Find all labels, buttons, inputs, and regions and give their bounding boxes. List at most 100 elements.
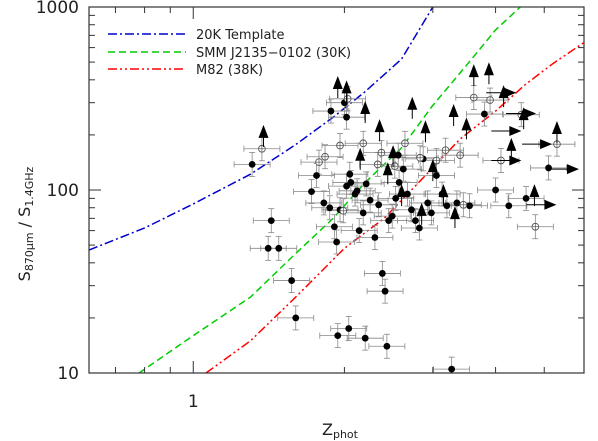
axis-ticks: 10 100 1000 1: [36, 0, 584, 412]
filled-point: [427, 209, 435, 217]
filled-point: [381, 287, 389, 295]
redshift-limit-arrow: [566, 164, 579, 175]
y-tick-label: 100: [47, 181, 79, 201]
y-tick-label: 10: [57, 364, 79, 384]
legend-label-1: 20K Template: [196, 28, 285, 43]
filled-point: [359, 209, 367, 217]
filled-point: [366, 196, 374, 204]
y-axis-label-main: S: [15, 271, 34, 281]
x-tick-label: 1: [188, 392, 199, 412]
filled-point: [433, 172, 440, 179]
upper-limit-arrow: [258, 124, 269, 138]
x-axis-label-main: Z: [322, 420, 333, 439]
filled-point: [505, 202, 513, 210]
filled-point: [355, 227, 363, 234]
filled-point: [545, 164, 552, 172]
filled-point: [378, 270, 386, 277]
filled-point: [362, 180, 370, 188]
filled-point: [343, 113, 350, 121]
x-axis-label-sub: phot: [333, 428, 359, 441]
filled-point: [492, 186, 499, 194]
filled-point: [448, 365, 456, 373]
upper-limit-arrow: [382, 162, 393, 176]
upper-limit-arrow: [332, 76, 343, 90]
redshift-limit-arrow: [504, 87, 517, 98]
filled-point: [399, 165, 407, 173]
filled-point: [264, 244, 272, 252]
upper-limit-arrow: [396, 184, 407, 198]
redshift-limit-arrow: [544, 199, 557, 210]
y-axis-label: S870μm / S1.4GHz: [15, 166, 36, 281]
filled-point: [371, 234, 379, 241]
filled-point: [383, 342, 391, 350]
filled-point: [308, 188, 315, 196]
redshift-limit-arrow: [540, 139, 553, 150]
upper-limit-arrow: [341, 80, 352, 94]
upper-limit-arrow: [468, 64, 479, 78]
upper-limit-arrow: [388, 145, 399, 159]
legend: 20K Template SMM J2135−0102 (30K) M82 (3…: [108, 28, 351, 78]
x-axis-label: Zphot: [322, 420, 359, 441]
filled-point: [453, 199, 461, 207]
legend-entry-3: M82 (38K): [108, 63, 263, 78]
filled-point: [288, 277, 296, 284]
upper-limit-arrow: [448, 104, 459, 118]
upper-limit-arrow: [449, 206, 460, 220]
filled-point: [313, 172, 320, 179]
filled-point: [327, 107, 335, 115]
upper-limit-arrow: [506, 137, 517, 151]
filled-point: [466, 202, 473, 210]
filled-point: [408, 206, 415, 214]
filled-point: [347, 179, 355, 186]
data-markers: [248, 62, 579, 373]
upper-limit-arrow: [483, 62, 494, 76]
filled-point: [320, 199, 328, 207]
filled-point: [326, 204, 334, 212]
upper-limit-arrow: [416, 202, 427, 216]
filled-point: [330, 223, 338, 231]
filled-point: [424, 199, 432, 207]
filled-point: [346, 170, 354, 178]
y-axis-label-sub2: 1.4GHz: [23, 166, 36, 206]
upper-limit-arrow: [407, 96, 418, 110]
curve-1: [89, 7, 434, 251]
filled-point: [353, 187, 361, 195]
upper-limit-arrow: [360, 101, 371, 115]
upper-limit-arrow: [438, 184, 449, 198]
curve-3: [205, 41, 584, 373]
filled-point: [334, 332, 342, 340]
filled-point: [267, 217, 275, 225]
legend-label-3: M82 (38K): [196, 63, 263, 78]
filled-point: [395, 179, 403, 186]
filled-point: [388, 212, 396, 220]
y-tick-label: 1000: [36, 0, 79, 18]
filled-point: [275, 244, 283, 252]
filled-point: [443, 202, 451, 210]
upper-limit-arrow: [427, 159, 438, 173]
upper-limit-arrow: [420, 120, 431, 134]
y-axis-label-sub1: 870μm: [23, 232, 36, 271]
legend-label-2: SMM J2135−0102 (30K): [196, 46, 351, 61]
filled-point: [333, 238, 341, 246]
upper-limit-arrow: [461, 117, 472, 131]
legend-entry-1: 20K Template: [108, 28, 285, 43]
redshift-limit-arrow: [509, 126, 522, 137]
filled-point: [361, 334, 369, 342]
filled-point: [415, 224, 423, 232]
y-axis-label-sep: /: [15, 217, 34, 233]
upper-limit-arrow: [355, 147, 366, 161]
redshift-limit-arrow: [524, 108, 537, 119]
redshift-limit-arrow: [509, 155, 522, 166]
upper-limit-arrow: [551, 121, 562, 135]
legend-entry-2: SMM J2135−0102 (30K): [108, 46, 351, 61]
filled-point: [522, 194, 530, 202]
filled-point: [248, 161, 256, 168]
filled-point: [375, 201, 383, 209]
filled-point: [480, 110, 488, 118]
upper-limit-arrow: [374, 119, 385, 133]
filled-point: [292, 314, 300, 322]
filled-point: [412, 217, 419, 225]
upper-limit-arrow: [529, 184, 540, 198]
